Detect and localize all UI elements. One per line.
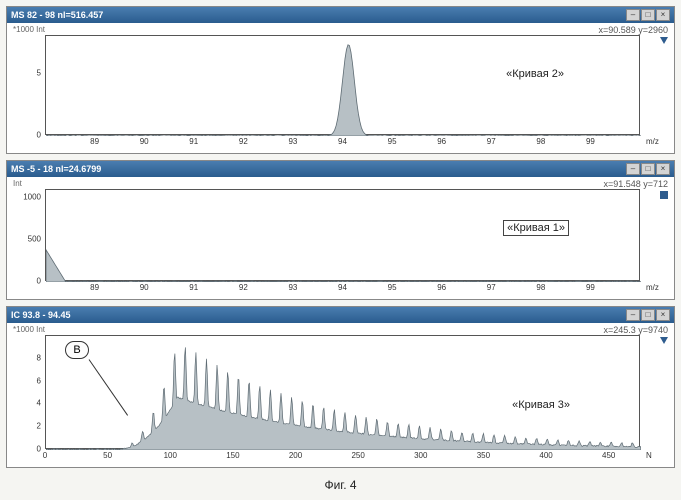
window-buttons: – □ × bbox=[626, 9, 670, 21]
figure-caption: Фиг. 4 bbox=[0, 478, 681, 492]
x-tick: 91 bbox=[189, 283, 198, 292]
x-tick: 99 bbox=[586, 137, 595, 146]
panel-title: MS 82 - 98 nl=516.457 bbox=[11, 10, 626, 20]
x-tick: 100 bbox=[164, 451, 177, 460]
indicator-icon bbox=[660, 191, 668, 199]
x-tick: 99 bbox=[586, 283, 595, 292]
callout-label: В bbox=[65, 341, 89, 359]
x-tick: 89 bbox=[90, 283, 99, 292]
close-button[interactable]: × bbox=[656, 163, 670, 175]
y-tick: 0 bbox=[13, 277, 41, 286]
x-tick: 98 bbox=[536, 137, 545, 146]
x-tick: 92 bbox=[239, 137, 248, 146]
indicator-icon bbox=[660, 37, 668, 44]
close-button[interactable]: × bbox=[656, 9, 670, 21]
panel-ms-curve-2: MS 82 - 98 nl=516.457 – □ × *1000 Int x=… bbox=[6, 6, 675, 154]
y-tick: 2 bbox=[13, 422, 41, 431]
close-button[interactable]: × bbox=[656, 309, 670, 321]
y-tick: 0 bbox=[13, 445, 41, 454]
x-unit: m/z bbox=[646, 283, 659, 292]
cursor-readout: x=90.589 y=2960 bbox=[598, 25, 668, 35]
x-tick: 93 bbox=[288, 137, 297, 146]
curve-label: «Кривая 3» bbox=[509, 398, 573, 412]
x-tick: 0 bbox=[43, 451, 47, 460]
x-tick: 96 bbox=[437, 283, 446, 292]
x-tick: 97 bbox=[487, 283, 496, 292]
y-scale-label: Int bbox=[13, 179, 22, 188]
window-buttons: – □ × bbox=[626, 309, 670, 321]
x-tick: 300 bbox=[414, 451, 427, 460]
x-tick: 250 bbox=[351, 451, 364, 460]
y-tick: 0 bbox=[13, 131, 41, 140]
x-tick: 200 bbox=[289, 451, 302, 460]
y-tick: 8 bbox=[13, 353, 41, 362]
x-tick: 350 bbox=[477, 451, 490, 460]
x-tick: 89 bbox=[90, 137, 99, 146]
x-unit: N bbox=[646, 451, 652, 460]
x-unit: m/z bbox=[646, 137, 659, 146]
y-tick: 4 bbox=[13, 399, 41, 408]
indicator-icon bbox=[660, 337, 668, 344]
cursor-readout: x=245.3 y=9740 bbox=[603, 325, 668, 335]
panel-title: IC 93.8 - 94.45 bbox=[11, 310, 626, 320]
x-tick: 450 bbox=[602, 451, 615, 460]
panel-title: MS -5 - 18 nl=24.6799 bbox=[11, 164, 626, 174]
panel-titlebar: MS -5 - 18 nl=24.6799 – □ × bbox=[7, 161, 674, 177]
x-tick: 50 bbox=[103, 451, 112, 460]
x-tick: 95 bbox=[388, 137, 397, 146]
minimize-button[interactable]: – bbox=[626, 163, 640, 175]
curve-label: «Кривая 2» bbox=[503, 67, 567, 81]
panel-titlebar: IC 93.8 - 94.45 – □ × bbox=[7, 307, 674, 323]
y-tick: 6 bbox=[13, 376, 41, 385]
x-tick: 95 bbox=[388, 283, 397, 292]
panel-ms-curve-1: MS -5 - 18 nl=24.6799 – □ × Int x=91.548… bbox=[6, 160, 675, 300]
x-tick: 92 bbox=[239, 283, 248, 292]
y-scale-label: *1000 Int bbox=[13, 325, 45, 334]
window-buttons: – □ × bbox=[626, 163, 670, 175]
x-tick: 94 bbox=[338, 137, 347, 146]
y-tick: 500 bbox=[13, 235, 41, 244]
y-tick: 5 bbox=[13, 68, 41, 77]
y-scale-label: *1000 Int bbox=[13, 25, 45, 34]
x-tick: 90 bbox=[140, 137, 149, 146]
x-tick: 97 bbox=[487, 137, 496, 146]
maximize-button[interactable]: □ bbox=[641, 309, 655, 321]
curve-label: «Кривая 1» bbox=[503, 220, 569, 236]
x-tick: 91 bbox=[189, 137, 198, 146]
x-tick: 94 bbox=[338, 283, 347, 292]
x-tick: 96 bbox=[437, 137, 446, 146]
panel-ic-curve-3: IC 93.8 - 94.45 – □ × *1000 Int x=245.3 … bbox=[6, 306, 675, 468]
plot-area[interactable] bbox=[45, 335, 640, 449]
x-tick: 98 bbox=[536, 283, 545, 292]
minimize-button[interactable]: – bbox=[626, 9, 640, 21]
maximize-button[interactable]: □ bbox=[641, 163, 655, 175]
maximize-button[interactable]: □ bbox=[641, 9, 655, 21]
plot-area[interactable] bbox=[45, 35, 640, 135]
minimize-button[interactable]: – bbox=[626, 309, 640, 321]
x-tick: 93 bbox=[288, 283, 297, 292]
panel-titlebar: MS 82 - 98 nl=516.457 – □ × bbox=[7, 7, 674, 23]
x-tick: 90 bbox=[140, 283, 149, 292]
x-tick: 400 bbox=[539, 451, 552, 460]
y-tick: 1000 bbox=[13, 193, 41, 202]
x-tick: 150 bbox=[226, 451, 239, 460]
cursor-readout: x=91.548 y=712 bbox=[603, 179, 668, 189]
